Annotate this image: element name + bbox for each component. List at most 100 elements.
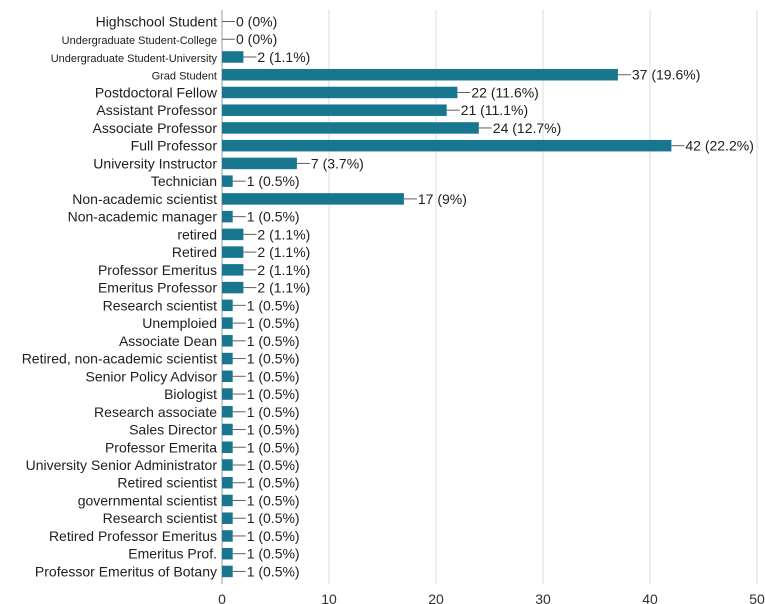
bar [222, 423, 233, 436]
bar [222, 139, 672, 152]
category-label: Undergraduate Student-College [62, 35, 217, 47]
data-label: 0 (0%) [236, 14, 277, 30]
data-label: 0 (0%) [236, 31, 277, 47]
bar [222, 370, 233, 383]
data-label: 21 (11.1%) [461, 102, 528, 118]
bar [222, 122, 479, 134]
category-label: Full Professor [131, 138, 218, 154]
category-label: Non-academic manager [68, 209, 218, 225]
data-label: 2 (1.1%) [257, 262, 310, 278]
data-label: 1 (0.5%) [247, 510, 300, 526]
bar [222, 157, 297, 170]
category-label: Research scientist [103, 297, 217, 313]
bar [222, 246, 244, 258]
category-label: Technician [151, 173, 217, 189]
bar [222, 494, 233, 507]
bar [222, 86, 458, 99]
x-tick-label: 50 [749, 591, 765, 604]
bar [222, 388, 233, 400]
category-label: Professor Emerita [105, 439, 217, 455]
data-label: 1 (0.5%) [247, 528, 300, 544]
category-label: Retired scientist [117, 475, 217, 491]
category-label: Retired Professor Emeritus [49, 528, 217, 544]
data-label: 42 (22.2%) [685, 138, 753, 154]
bar [222, 476, 233, 489]
category-label: Emeritus Professor [98, 280, 217, 296]
bar [222, 406, 233, 418]
bar [222, 441, 233, 454]
category-label: Non-academic scientist [72, 191, 217, 207]
data-label: 17 (9%) [418, 191, 467, 207]
data-label: 1 (0.5%) [247, 475, 300, 491]
data-label: 1 (0.5%) [247, 351, 300, 367]
category-label: Unemploied [142, 315, 217, 331]
category-label: Assistant Professor [96, 102, 217, 118]
bar [222, 299, 233, 312]
bar [222, 317, 233, 329]
category-label: Sales Director [129, 422, 217, 438]
category-label: Retired, non-academic scientist [22, 351, 217, 367]
data-label: 24 (12.7%) [493, 120, 561, 136]
data-label: 1 (0.5%) [247, 422, 300, 438]
bar [222, 193, 404, 205]
bar [222, 547, 233, 560]
label-layer: Highschool Student 0 (0%) Undergraduate St… [22, 14, 754, 580]
bar [222, 530, 233, 542]
category-label: Professor Emeritus [98, 262, 217, 278]
data-label: 7 (3.7%) [311, 155, 364, 171]
x-tick-label: 30 [535, 591, 551, 604]
data-label: 2 (1.1%) [257, 49, 310, 65]
bar [222, 512, 233, 524]
data-label: 1 (0.5%) [247, 333, 300, 349]
category-label: Associate Dean [119, 333, 217, 349]
bar [222, 210, 233, 223]
x-tick-label: 10 [321, 591, 337, 604]
data-label: 2 (1.1%) [257, 244, 310, 260]
category-label: Associate Professor [93, 120, 218, 136]
bar-layer [222, 21, 685, 578]
category-label: Retired [172, 244, 217, 260]
bar [222, 228, 244, 241]
data-label: 1 (0.5%) [247, 209, 300, 225]
bar [222, 335, 233, 347]
data-label: 1 (0.5%) [247, 546, 300, 562]
category-label: governmental scientist [78, 492, 217, 508]
category-label: Research scientist [103, 510, 217, 526]
data-label: 1 (0.5%) [247, 297, 300, 313]
data-label: 22 (11.6%) [471, 84, 538, 100]
category-label: retired [177, 226, 217, 242]
data-label: 1 (0.5%) [247, 563, 300, 579]
category-label: Research associate [94, 404, 217, 420]
bar [222, 565, 233, 578]
bar [222, 352, 233, 365]
data-label: 37 (19.6%) [632, 67, 700, 83]
x-axis-ticks: 0 10 20 30 40 50 [218, 591, 765, 604]
data-label: 1 (0.5%) [247, 404, 300, 420]
bar [222, 264, 244, 276]
data-label: 1 (0.5%) [247, 315, 300, 331]
data-label: 1 (0.5%) [247, 173, 300, 189]
category-label: Senior Policy Advisor [85, 368, 217, 384]
data-label: 1 (0.5%) [247, 368, 300, 384]
category-label: Biologist [164, 386, 217, 402]
data-label: 2 (1.1%) [257, 280, 310, 296]
x-tick-label: 40 [642, 591, 658, 604]
bar [222, 51, 244, 63]
bar [222, 459, 233, 471]
data-label: 1 (0.5%) [247, 457, 300, 473]
category-label: Emeritus Prof. [128, 546, 217, 562]
bar [222, 175, 233, 187]
category-label: Postdoctoral Fellow [95, 84, 218, 100]
category-label: University Instructor [93, 155, 217, 171]
bar [222, 68, 618, 81]
category-label: Undergraduate Student-University [51, 53, 218, 65]
bar [222, 104, 447, 116]
data-label: 1 (0.5%) [247, 439, 300, 455]
category-label: Professor Emeritus of Botany [35, 563, 217, 579]
x-tick-label: 0 [218, 591, 226, 604]
category-label: University Senior Administrator [26, 457, 218, 473]
bar [222, 281, 244, 294]
category-label: Grad Student [152, 71, 217, 83]
x-tick-label: 20 [428, 591, 444, 604]
